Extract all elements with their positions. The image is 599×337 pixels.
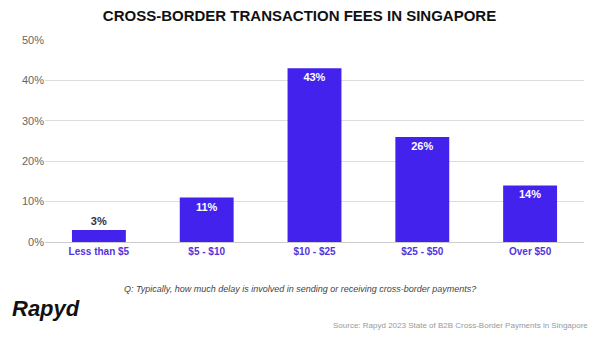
svg-text:Less than $5: Less than $5	[69, 246, 130, 257]
svg-text:11%: 11%	[196, 201, 218, 213]
svg-text:10%: 10%	[22, 195, 44, 207]
svg-text:Q: Typically, how much delay i: Q: Typically, how much delay is involved…	[124, 284, 476, 294]
svg-text:20%: 20%	[22, 155, 44, 167]
svg-text:$5 - $10: $5 - $10	[188, 246, 225, 257]
svg-text:14%: 14%	[519, 188, 541, 200]
svg-text:$10 - $25: $10 - $25	[293, 246, 336, 257]
svg-text:30%: 30%	[22, 115, 44, 127]
svg-text:40%: 40%	[22, 74, 44, 86]
svg-text:$25 - $50: $25 - $50	[401, 246, 444, 257]
svg-text:Over $50: Over $50	[509, 246, 552, 257]
svg-text:50%: 50%	[22, 34, 44, 46]
svg-text:43%: 43%	[303, 71, 325, 83]
svg-text:26%: 26%	[411, 140, 433, 152]
svg-text:Rapyd: Rapyd	[12, 296, 80, 321]
svg-text:CROSS-BORDER TRANSACTION FEES: CROSS-BORDER TRANSACTION FEES IN SINGAPO…	[103, 7, 496, 24]
svg-text:0%: 0%	[28, 236, 44, 248]
svg-text:3%: 3%	[91, 215, 107, 227]
svg-text:Source: Rapyd 2023 State of B2: Source: Rapyd 2023 State of B2B Cross-Bo…	[333, 321, 588, 330]
